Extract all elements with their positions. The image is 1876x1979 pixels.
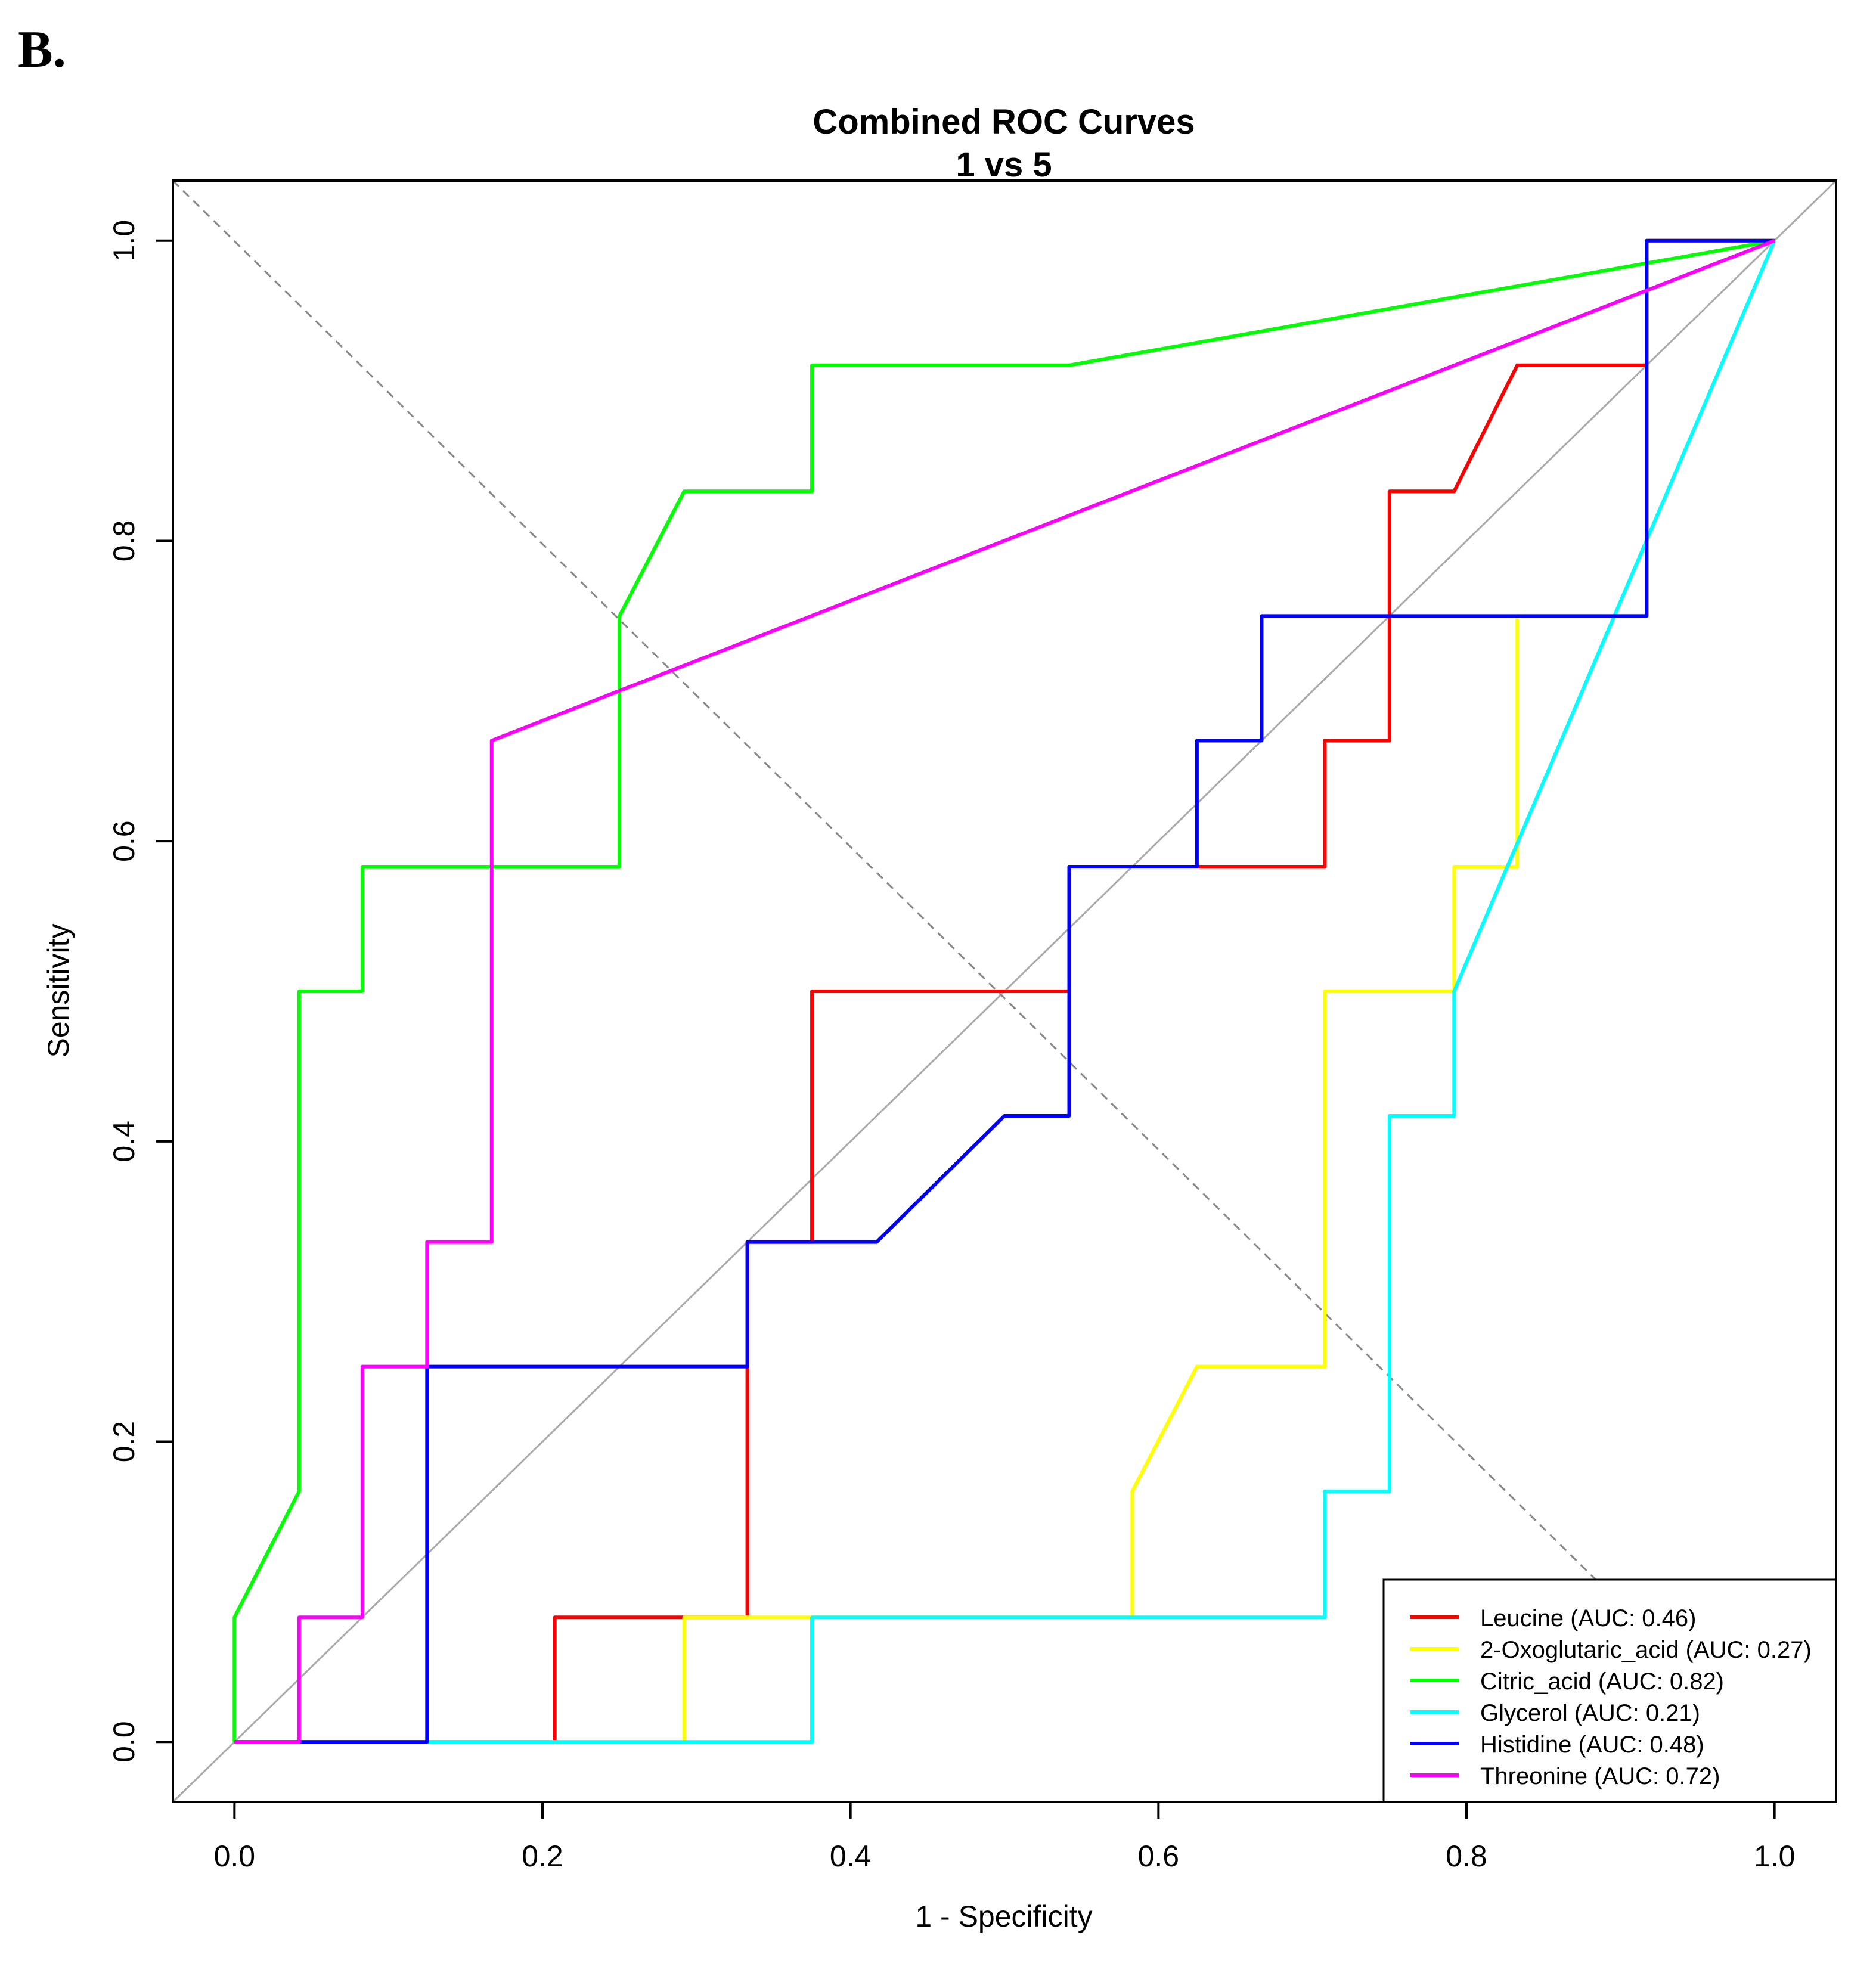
legend-label: Leucine (AUC: 0.46) bbox=[1480, 1605, 1696, 1631]
series-line-6 bbox=[234, 238, 1775, 1744]
legend-label: Glycerol (AUC: 0.21) bbox=[1480, 1700, 1700, 1726]
legend-label: Threonine (AUC: 0.72) bbox=[1480, 1763, 1720, 1789]
reference-line-dashed bbox=[173, 181, 1609, 1593]
x-tick-label: 0.6 bbox=[1138, 1840, 1180, 1873]
y-tick-label: 0.6 bbox=[107, 820, 141, 862]
x-tick-label: 1.0 bbox=[1754, 1840, 1796, 1873]
x-tick-label: 0.4 bbox=[830, 1840, 872, 1873]
legend-label: Citric_acid (AUC: 0.82) bbox=[1480, 1668, 1724, 1695]
chart-subtitle: 1 vs 5 bbox=[956, 145, 1052, 184]
x-tick-label: 0.0 bbox=[214, 1840, 256, 1873]
x-axis-label: 1 - Specificity bbox=[915, 1900, 1092, 1933]
y-tick-label: 0.0 bbox=[107, 1721, 141, 1763]
x-axis: 0.0 0.2 0.4 0.6 0.8 1.0 bbox=[214, 1801, 1796, 1873]
y-tick-label: 0.8 bbox=[107, 520, 141, 562]
chart-title: Combined ROC Curves bbox=[813, 103, 1195, 141]
y-tick-label: 0.4 bbox=[107, 1121, 141, 1162]
y-axis-label: Sensitivity bbox=[42, 923, 75, 1057]
series-line-5 bbox=[234, 238, 1775, 1744]
y-axis: 0.0 0.2 0.4 0.6 0.8 1.0 bbox=[107, 220, 174, 1763]
legend-label: Histidine (AUC: 0.48) bbox=[1480, 1732, 1704, 1758]
legend-box bbox=[1382, 1578, 1837, 1803]
panel-label: B. bbox=[18, 21, 66, 79]
x-tick-label: 0.2 bbox=[522, 1840, 563, 1873]
legend-label: 2-Oxoglutaric_acid (AUC: 0.27) bbox=[1480, 1637, 1812, 1663]
legend: Leucine (AUC: 0.46) 2-Oxoglutaric_acid (A… bbox=[1382, 1578, 1837, 1803]
series-layer bbox=[232, 238, 1776, 1744]
y-tick-label: 1.0 bbox=[107, 220, 141, 262]
series-line-4 bbox=[234, 240, 1776, 1744]
series-line-3 bbox=[232, 238, 1775, 1742]
x-tick-label: 0.8 bbox=[1446, 1840, 1487, 1873]
y-tick-label: 0.2 bbox=[107, 1421, 141, 1463]
